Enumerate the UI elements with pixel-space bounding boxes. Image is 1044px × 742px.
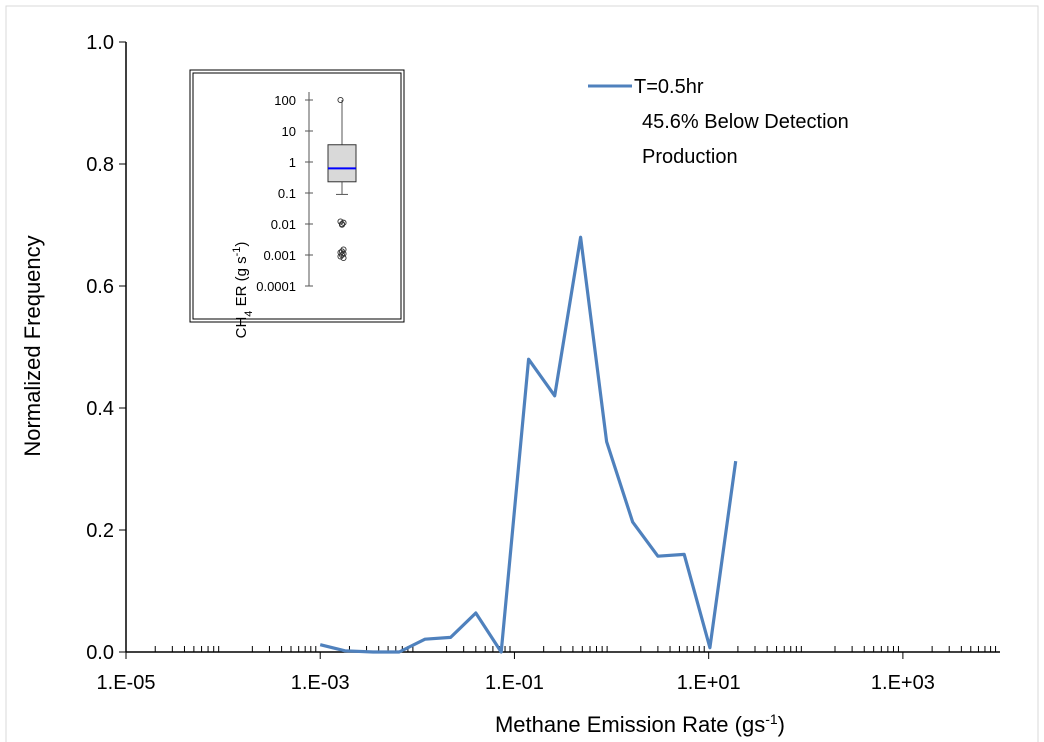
inset-outlier [337,218,344,225]
chart-border [5,5,1039,742]
inset-box-iqr [327,144,357,183]
y-tick-label: 0.2 [86,520,114,542]
inset-y-tick-label: 0.1 [278,186,296,201]
inset-y-tick-label: 0.001 [263,248,296,263]
inset-y-tick-label: 1 [289,155,296,170]
inset-box-plot: 0.0001 0.001 0.01 0.1 1 10 100 CH4 ER (g s-1) [189,69,405,339]
y-tick-label: 1.0 [86,32,114,54]
y-axis-title: Normalized Frequency [20,235,45,456]
legend-series-name: T=0.5hr [634,76,704,98]
y-tick-label: 0.6 [86,276,114,298]
legend: T=0.5hr 45.6% Below Detection Production [588,76,849,168]
inset-y-title-end: ) [233,242,250,247]
inset-outlier [340,246,347,253]
inset-y-title-ch: CH [233,317,250,339]
x-tick-label: 1.E+03 [871,672,935,694]
x-tick-label: 1.E-01 [485,672,544,694]
inset-y-tick-label: 100 [274,93,296,108]
inset-outlier [337,96,344,104]
y-axis-ticks: 0.0 0.2 0.4 0.6 0.8 1.0 [86,32,126,664]
inset-frame-outer [189,69,405,323]
inset-frame-inner [192,72,402,320]
inset-y-ticks: 0.0001 0.001 0.01 0.1 1 10 100 [256,93,313,294]
inset-box [327,96,357,262]
x-axis-title: Methane Emission Rate (gs-1) [495,711,785,737]
inset-outlier [340,254,347,262]
inset-y-axis-title: CH4 ER (g s-1) [231,242,255,339]
x-axis-title-superscript: -1 [765,711,778,727]
main-plot: 0.00.20.40.60.81.0 1.E-05 1.E-03 1.E-01 1.E… [86,32,1000,694]
x-axis-title-end: ) [778,712,785,737]
x-axis-title-main: Methane Emission Rate (gs [495,712,765,737]
x-tick-label: 1.E-05 [97,672,156,694]
inset-y-title-sup: -1 [231,247,243,257]
inset-y-title-mid: ER (g s [233,256,250,310]
inset-outlier [338,248,346,255]
legend-line-1: 45.6% Below Detection [642,111,849,133]
series-line [319,235,738,654]
x-axis-ticks: 1.E-05 1.E-03 1.E-01 1.E+01 1.E+03 [97,652,935,694]
inset-y-tick-label: 0.0001 [256,279,296,294]
y-tick-label: 0.4 [86,398,114,420]
y-tick-label: 0.0 [86,642,114,664]
inset-outlier [338,221,346,228]
inset-y-tick-label: 0.01 [271,217,296,232]
series-lines [319,235,738,654]
inset-y-title-sub: 4 [243,311,255,317]
x-tick-label: 1.E-03 [291,672,350,694]
inset-y-tick-label: 10 [282,124,296,139]
x-tick-label: 1.E+01 [677,672,741,694]
y-tick-label: 0.8 [86,154,114,176]
legend-line-2: Production [642,146,738,168]
